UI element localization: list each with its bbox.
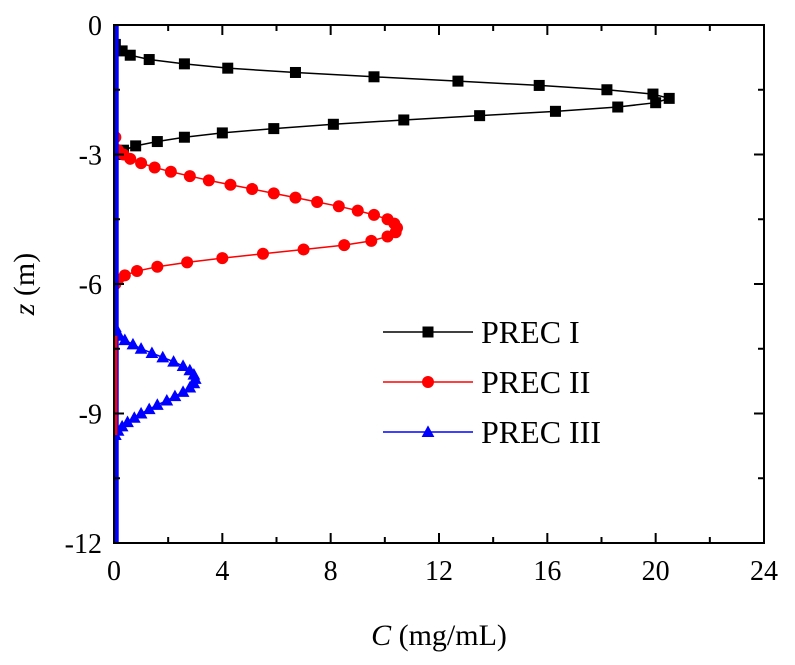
x-tick-label: 0 — [107, 556, 121, 587]
data-point — [224, 178, 237, 191]
y-tick-label: -12 — [65, 529, 102, 560]
series-prec-i — [114, 38, 675, 160]
data-point — [178, 58, 190, 70]
legend-entry: PREC I — [383, 314, 580, 350]
y-axis-label-var: z — [8, 303, 41, 316]
data-point — [148, 161, 161, 174]
data-point — [268, 123, 280, 135]
data-point — [663, 92, 675, 104]
labels-layer: 0 4 8 12 16 20 24 0 -3 -6 -9 -12 C (mg/mL) z (m) — [8, 11, 778, 652]
data-point — [168, 389, 182, 402]
data-point — [222, 62, 234, 74]
data-point — [150, 398, 164, 410]
data-point — [647, 88, 659, 100]
data-point — [151, 260, 164, 273]
y-tick-label: 0 — [88, 11, 102, 42]
data-point — [474, 110, 486, 122]
data-point — [124, 152, 137, 165]
x-tick-label: 12 — [425, 556, 453, 587]
x-tick-label: 8 — [324, 556, 338, 587]
data-point — [156, 350, 170, 363]
data-point — [338, 239, 351, 252]
data-point — [368, 208, 380, 221]
data-point — [176, 385, 190, 397]
y-tick-label: -9 — [79, 400, 102, 431]
legend-entry: PREC II — [383, 364, 590, 400]
x-axis-label: C (mg/mL) — [371, 619, 507, 652]
data-point — [135, 157, 148, 170]
data-point — [327, 118, 339, 130]
data-point — [178, 131, 190, 143]
legend-label: PREC II — [481, 364, 590, 400]
data-point — [131, 265, 144, 278]
y-tick-label: -6 — [79, 270, 102, 301]
series-line — [114, 43, 672, 156]
x-tick-label: 20 — [642, 556, 670, 587]
data-point — [216, 252, 229, 265]
data-point — [202, 174, 215, 187]
series-layer — [114, 25, 675, 543]
ticks-layer — [113, 24, 765, 544]
x-tick-label: 4 — [215, 556, 229, 587]
data-point — [612, 101, 624, 113]
data-point — [145, 346, 159, 359]
data-point — [351, 204, 364, 217]
data-point — [124, 49, 136, 61]
legend-entry: PREC III — [383, 414, 601, 450]
data-point — [256, 247, 269, 260]
data-point — [116, 45, 128, 57]
y-axis-label: z (m) — [8, 253, 41, 317]
data-point — [297, 243, 310, 256]
data-point — [289, 66, 301, 78]
legend-marker — [421, 425, 435, 437]
data-point — [181, 256, 194, 269]
data-point — [183, 381, 197, 393]
y-tick-label: -3 — [79, 141, 102, 172]
series-prec-ii — [114, 131, 404, 290]
data-point — [176, 359, 190, 371]
data-point — [289, 191, 302, 204]
data-point — [118, 333, 132, 346]
legend: PREC I PREC II PREC III — [383, 314, 601, 450]
data-point — [127, 411, 141, 423]
data-point — [160, 393, 174, 406]
legend-marker — [422, 326, 434, 338]
data-point — [167, 355, 180, 367]
data-point — [381, 230, 394, 243]
data-point — [332, 200, 345, 213]
data-point — [134, 406, 148, 419]
data-point — [126, 337, 140, 350]
data-point — [143, 54, 155, 66]
data-point — [151, 136, 163, 148]
data-point — [183, 170, 196, 183]
y-axis-label-unit: (m) — [8, 253, 41, 304]
data-point — [549, 105, 561, 117]
x-axis-label-unit: (mg/mL) — [391, 619, 507, 652]
legend-marker — [422, 376, 434, 388]
x-tick-label: 24 — [750, 556, 778, 587]
data-point — [134, 342, 148, 354]
data-point — [311, 195, 324, 208]
data-point — [130, 140, 142, 152]
data-point — [216, 127, 228, 139]
data-point — [365, 234, 378, 247]
data-point — [601, 84, 613, 96]
data-point — [452, 75, 464, 87]
legend-label: PREC I — [481, 314, 580, 350]
data-point — [650, 97, 662, 109]
data-point — [368, 71, 380, 83]
legend-label: PREC III — [481, 414, 601, 450]
data-point — [142, 402, 156, 415]
x-axis-label-var: C — [371, 619, 392, 652]
x-tick-label: 16 — [533, 556, 561, 587]
data-point — [267, 187, 280, 200]
data-point — [398, 114, 410, 126]
series-prec-iii — [114, 320, 202, 441]
data-point — [533, 79, 545, 91]
data-point — [164, 165, 177, 178]
data-point — [246, 183, 259, 196]
